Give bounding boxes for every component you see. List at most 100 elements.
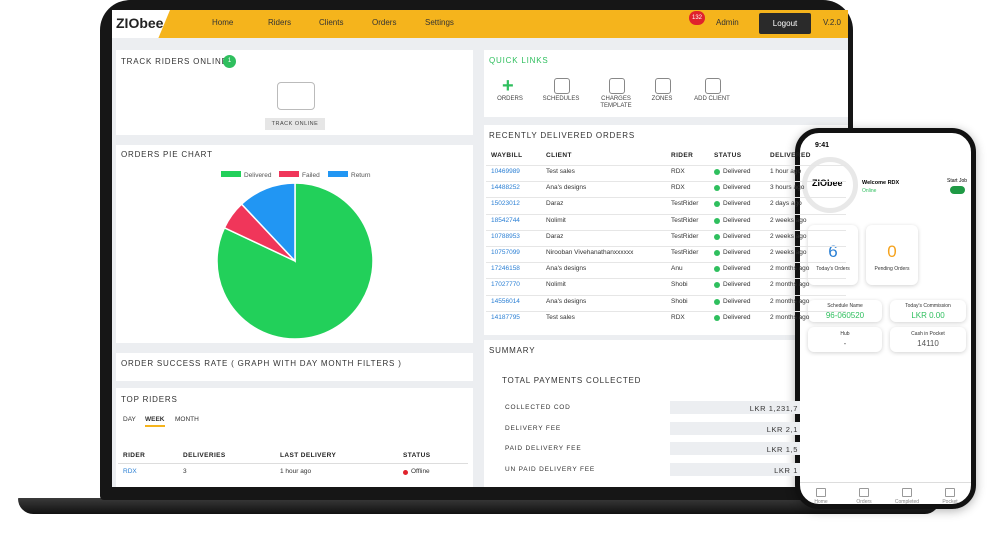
stat-value: 0 [887,242,897,261]
cell[interactable]: 17027770 [491,281,520,289]
cell: Delivered [723,168,751,175]
tab-active[interactable]: WEEK [145,416,165,427]
tab-bar [800,482,971,483]
nav-item[interactable]: Home [212,18,234,27]
legend-swatch [221,171,241,177]
nav-item[interactable]: Riders [268,18,292,27]
cell: 2 weeks ago [770,232,807,240]
value-box [670,401,800,414]
tab-icon[interactable] [816,488,826,497]
phone-tab[interactable]: Orders [856,499,872,505]
cell: 3 [183,468,187,475]
cell: Delivered [723,313,751,321]
cell[interactable]: 10757099 [491,249,520,256]
cell: RDX [671,313,685,321]
info-card [808,327,882,352]
phone-tab[interactable]: Home [814,499,828,505]
status-check [714,314,720,321]
summary-label: COLLECTED COD [505,404,571,411]
cell: 2 months ago [770,265,810,273]
cell: Nolimit [546,281,566,289]
user-name[interactable]: Admin [716,18,739,27]
nav-item[interactable]: Settings [425,18,454,27]
cell: Delivered [723,184,751,192]
info-card [890,300,966,322]
value-box [670,421,800,435]
tab-icon[interactable] [945,488,955,497]
cell: Offline [411,468,430,475]
cell: 2 months ago [770,281,810,289]
phone-tab[interactable]: Completed [894,499,920,505]
top-riders-card [116,388,473,487]
tab-icon[interactable] [902,488,912,497]
link-icon [554,78,570,94]
cell[interactable]: 15023012 [491,200,520,208]
cell: 2 months ago [770,297,810,305]
column-header: CLIENT [546,152,572,159]
welcome: Welcome RDX [862,180,900,186]
cell: Delivered [723,249,751,256]
stat-label: Pending Orders [874,266,910,272]
cell: Ana's designs [546,265,587,273]
quick-link[interactable]: SCHEDULES [542,96,580,102]
phone-tab[interactable]: Pocket [942,499,958,505]
cell: Delivered [723,216,751,224]
count-badge: 1 [223,55,236,68]
logout-button[interactable]: Logout [759,13,811,34]
cell: 2 weeks ago [770,216,807,224]
nav-item[interactable]: Clients [319,18,344,27]
cell: Ana's designs [546,297,587,305]
legend-swatch [279,171,299,177]
status-check [714,250,720,256]
row-line [486,165,846,166]
status-check [714,298,720,305]
cell[interactable]: RDX [123,468,137,475]
cell: Delivered [723,232,751,240]
stat-card [866,225,918,285]
summary-label: DELIVERY FEE [505,424,561,432]
value-box [670,462,800,476]
plus-icon: + [502,75,514,97]
cell[interactable]: 10788953 [491,232,520,240]
nav-item[interactable]: Orders [372,18,397,27]
cell: Daraz [546,200,564,208]
tab-icon[interactable] [859,488,869,497]
notification-badge[interactable]: 132 [689,11,705,25]
legend-label: Return [351,172,371,179]
link-icon [609,78,625,94]
column-header: RIDER [123,452,146,459]
cell[interactable]: 14488252 [491,184,520,192]
legend-label: Delivered [244,172,272,179]
cell: Ana's designs [546,184,587,192]
cell[interactable]: 14187795 [491,313,520,321]
quick-link[interactable]: ADD CLIENT [694,96,730,102]
column-header: STATUS [403,452,431,459]
tab[interactable]: MONTH [175,416,199,423]
start-job-toggle[interactable] [950,186,965,194]
quick-link[interactable]: ORDERS [497,96,523,102]
quick-link[interactable]: ZONES [651,96,673,102]
order-success-card [116,353,473,381]
column-header: LAST DELIVERY [280,452,337,459]
column-header: WAYBILL [491,152,523,159]
laptop-base [18,498,940,514]
cell[interactable]: 10469989 [491,168,520,175]
info-value: LKR 0.00 [911,311,945,320]
status-check [714,233,720,240]
cell[interactable]: 17246158 [491,265,520,273]
cell: Test sales [546,168,575,175]
cell: Delivered [723,281,751,289]
row-line [486,197,846,199]
tab[interactable]: DAY [123,416,136,423]
summary-value: LKR 1 [774,465,798,475]
quick-link[interactable]: CHARGES TEMPLATE [600,96,632,109]
status-check [714,217,720,224]
cell: RDX [671,184,685,192]
cell[interactable]: 14556014 [491,297,520,305]
value-box [670,442,800,455]
cell[interactable]: 18542744 [491,216,520,224]
column-header: STATUS [714,152,742,159]
track-online-button[interactable]: TRACK ONLINE [265,118,325,130]
info-card [890,327,966,352]
